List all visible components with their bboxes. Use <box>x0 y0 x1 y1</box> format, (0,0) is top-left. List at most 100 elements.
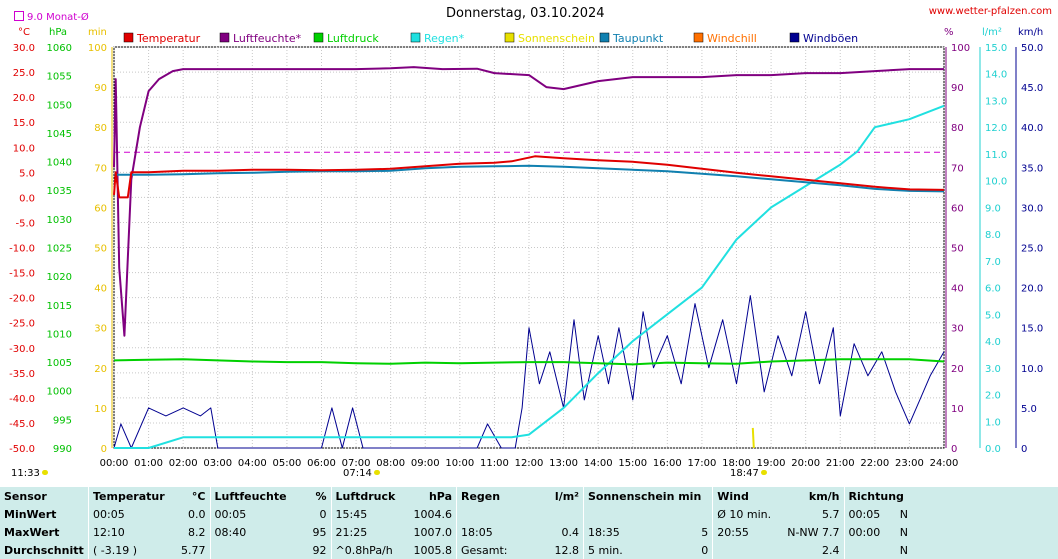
x-tick-label: 13:00 <box>549 458 578 469</box>
cell: 00:05 <box>209 505 299 523</box>
col-hum: Luftfeuchte <box>209 487 299 505</box>
pressure-tick-label: 1035 <box>47 186 72 197</box>
temp-tick-label: -10.0 <box>9 244 35 255</box>
sunshine-tick-label: 60 <box>94 203 107 214</box>
pressure-tick-label: 1010 <box>47 329 72 340</box>
series-line-taupunkt <box>114 164 945 193</box>
x-tick-label: 16:00 <box>653 458 682 469</box>
x-tick-label: 12:00 <box>515 458 544 469</box>
sun-icon <box>760 470 767 475</box>
legend-swatch <box>410 32 421 43</box>
cell: N-NW 7.7 <box>787 525 840 539</box>
x-tick-label: 24:00 <box>930 458 959 469</box>
axes: 00:00 01:00 02:00 03:00 04:00 05:00 06:00 07:00… <box>9 43 1043 469</box>
wind-tick-label: 5.0 <box>1021 404 1037 415</box>
pressure-tick-label: 1040 <box>47 158 72 169</box>
temp-tick-label: 0.0 <box>19 193 35 204</box>
temp-tick-label: 30.0 <box>13 43 35 54</box>
monthly-average-text: 9.0 Monat-Ø <box>27 12 89 23</box>
site-link[interactable]: www.wetter-pfalzen.com <box>928 6 1052 17</box>
sunshine-tick-label: 50 <box>94 244 107 255</box>
temp-tick-label: 20.0 <box>13 93 35 104</box>
x-tick-label: 02:00 <box>169 458 198 469</box>
legend-swatch <box>313 32 324 43</box>
humidity-tick-label: 40 <box>951 284 964 295</box>
col-rain: Regen <box>456 487 535 505</box>
cell: 5.7 <box>822 507 840 521</box>
stats-table: Sensor Temperatur °C Luftfeuchte % Luftd… <box>0 487 1058 559</box>
rain-tick-label: 13.0 <box>985 96 1007 107</box>
stats-header-row: Sensor Temperatur °C Luftfeuchte % Luftd… <box>0 487 1058 505</box>
cell: 0.4 <box>561 525 580 539</box>
sunshine-tick-label: 90 <box>94 83 107 94</box>
chart-title: Donnerstag, 03.10.2024 <box>446 6 605 21</box>
cell <box>535 505 584 523</box>
x-tick-label: 09:00 <box>411 458 440 469</box>
pressure-tick-label: 1025 <box>47 244 72 255</box>
cell <box>712 541 784 559</box>
series-line-regen <box>114 104 945 449</box>
weather-chart: 00:00 01:00 02:00 03:00 04:00 05:00 06:00 07:00… <box>9 32 1043 469</box>
col-temp-unit: °C <box>191 489 206 503</box>
humidity-tick-label: 80 <box>951 123 964 134</box>
cell <box>209 541 299 559</box>
cell: 95 <box>312 525 327 539</box>
legend-swatch <box>504 32 515 43</box>
x-tick-label: 21:00 <box>826 458 855 469</box>
rain-tick-label: 8.0 <box>985 230 1001 241</box>
left-time-label: 11:33 <box>11 468 48 479</box>
humidity-tick-label: 50 <box>951 244 964 255</box>
legend-label: Windböen <box>803 32 858 45</box>
legend-label: Taupunkt <box>612 32 664 45</box>
cell: 18:05 <box>456 523 535 541</box>
rain-tick-label: 11.0 <box>985 150 1007 161</box>
wind-tick-label: 45.0 <box>1021 83 1043 94</box>
sun-icon <box>41 470 48 475</box>
rain-tick-label: 7.0 <box>985 257 1001 268</box>
cell: 00:05 <box>88 505 177 523</box>
cell: 5.77 <box>181 543 206 557</box>
pressure-tick-label: 1055 <box>47 72 72 83</box>
sunshine-tick-label: 20 <box>94 364 107 375</box>
sunshine-tick-label: 40 <box>94 284 107 295</box>
humidity-tick-label: 0 <box>951 444 957 455</box>
wind-tick-label: 10.0 <box>1021 364 1043 375</box>
x-tick-label: 00:00 <box>100 458 129 469</box>
cell: 21:25 <box>330 523 410 541</box>
cell: 2.4 <box>822 543 840 557</box>
series-line-temperatur <box>113 155 945 199</box>
cell: 00:05 <box>843 505 887 523</box>
wind-tick-label: 0 <box>1021 444 1027 455</box>
x-tick-label: 15:00 <box>618 458 647 469</box>
row-label: MaxWert <box>4 525 60 539</box>
cell: 12.8 <box>554 543 580 557</box>
col-wind-unit: km/h <box>808 489 840 503</box>
pressure-tick-label: 1050 <box>47 100 72 111</box>
series-layer <box>113 66 945 449</box>
cell: 5 <box>701 525 709 539</box>
cell: 15:45 <box>330 505 410 523</box>
humidity-tick-label: 10 <box>951 404 964 415</box>
x-tick-label: 22:00 <box>860 458 889 469</box>
sunshine-tick-label: 80 <box>94 123 107 134</box>
col-sun: Sonnenschein min <box>582 487 713 505</box>
col-press: Luftdruck <box>330 487 410 505</box>
cell: 12:10 <box>88 523 177 541</box>
row-label: Durchschnitt <box>4 543 84 557</box>
legend-swatch <box>219 32 230 43</box>
col-hum-unit: % <box>315 489 327 503</box>
wind-tick-label: 30.0 <box>1021 203 1043 214</box>
series-line-windben <box>113 295 945 449</box>
col-rain-unit: l/m² <box>554 489 579 503</box>
cell: 1007.0 <box>413 525 453 539</box>
cell: Ø 10 min. <box>712 505 784 523</box>
legend-label: Luftfeuchte* <box>233 32 302 45</box>
x-tick-label: 04:00 <box>238 458 267 469</box>
col-wind: Wind <box>712 487 784 505</box>
stats-row-min: MinWert 00:05 0.0 00:05 0 15:45 1004.6 Ø… <box>0 505 1058 523</box>
rain-tick-label: 4.0 <box>985 337 1001 348</box>
temp-tick-label: -45.0 <box>9 419 35 430</box>
cell: 0.0 <box>188 507 206 521</box>
temp-tick-label: -40.0 <box>9 394 35 405</box>
rain-tick-label: 1.0 <box>985 417 1001 428</box>
